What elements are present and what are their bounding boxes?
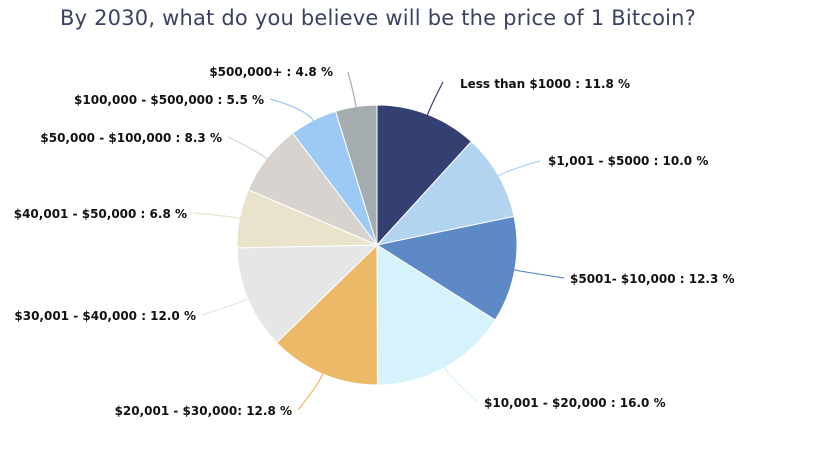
data-label-20-001-30-000: $20,001 - $30,000: 12.8 % bbox=[115, 404, 292, 418]
data-label-10-001-20-000: $10,001 - $20,000 : 16.0 % bbox=[484, 396, 666, 410]
data-label-5001-10-000: $5001- $10,000 : 12.3 % bbox=[570, 272, 735, 286]
connector-30-001-40-000 bbox=[201, 297, 250, 316]
chart-title: By 2030, what do you believe will be the… bbox=[60, 6, 697, 30]
label-connectors bbox=[192, 71, 565, 411]
data-label-1-001-5000: $1,001 - $5000 : 10.0 % bbox=[548, 154, 708, 168]
connector-5001-10-000 bbox=[512, 269, 565, 279]
connector-20-001-30-000 bbox=[297, 371, 325, 411]
data-label-30-001-40-000: $30,001 - $40,000 : 12.0 % bbox=[14, 309, 196, 323]
connector-50-000-100-000 bbox=[227, 136, 269, 161]
data-label-500-000: $500,000+ : 4.8 % bbox=[209, 65, 333, 79]
data-label-50-000-100-000: $50,000 - $100,000 : 8.3 % bbox=[40, 131, 222, 145]
connector-100-000-500-000 bbox=[269, 98, 315, 123]
data-label-less-than-1000: Less than $1000 : 11.8 % bbox=[460, 77, 630, 91]
connector-less-than-1000 bbox=[426, 81, 444, 117]
connector-1-001-5000 bbox=[496, 160, 541, 178]
data-label-100-000-500-000: $100,000 - $500,000 : 5.5 % bbox=[74, 93, 264, 107]
pie-slices bbox=[236, 104, 518, 386]
connector-40-001-50-000 bbox=[192, 212, 242, 220]
data-label-40-001-50-000: $40,001 - $50,000 : 6.8 % bbox=[14, 207, 187, 221]
connector-10-001-20-000 bbox=[443, 365, 479, 403]
data-labels: Less than $1000 : 11.8 % $1,001 - $5000 :… bbox=[14, 65, 735, 418]
connector-500-000 bbox=[347, 71, 357, 109]
